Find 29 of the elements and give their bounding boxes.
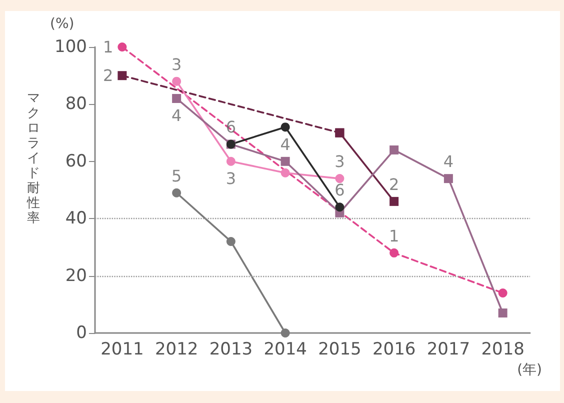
- annotation: 3: [226, 168, 236, 188]
- annotation: 1: [388, 226, 400, 246]
- text: マクロライド耐性率: [27, 91, 40, 226]
- annotation: 5: [171, 166, 182, 186]
- x-tick-label: 2014: [264, 340, 307, 360]
- y-tick-label: 80: [65, 94, 87, 114]
- annotation: 4: [280, 134, 290, 154]
- y-tick-label: 40: [65, 208, 87, 229]
- annotation: 1: [103, 38, 114, 56]
- y-tick-label: 20: [65, 266, 87, 286]
- x-tick-label: 2012: [154, 340, 198, 360]
- annotation: 2: [103, 66, 114, 86]
- x-tick-label: 2017: [426, 340, 470, 360]
- annotation: 4: [443, 152, 454, 172]
- x-tick-label: 2016: [372, 340, 416, 360]
- annotation: 3: [334, 152, 345, 172]
- y-tick-label: 0: [76, 323, 87, 343]
- x-tick-label: 2013: [209, 340, 253, 360]
- annotation: 3: [171, 54, 182, 74]
- x-tick-label: 2018: [481, 340, 524, 360]
- x-axis-title: (年): [517, 362, 542, 378]
- annotation: 4: [171, 106, 182, 125]
- annotation: 2: [388, 174, 400, 194]
- y-tick-label: 60: [65, 151, 87, 172]
- x-tick-label: 2015: [318, 340, 362, 360]
- text: (%): [50, 16, 74, 32]
- y-tick-label: 100: [54, 37, 87, 57]
- x-tick-label: 2011: [100, 340, 144, 360]
- annotation: 6: [334, 180, 345, 200]
